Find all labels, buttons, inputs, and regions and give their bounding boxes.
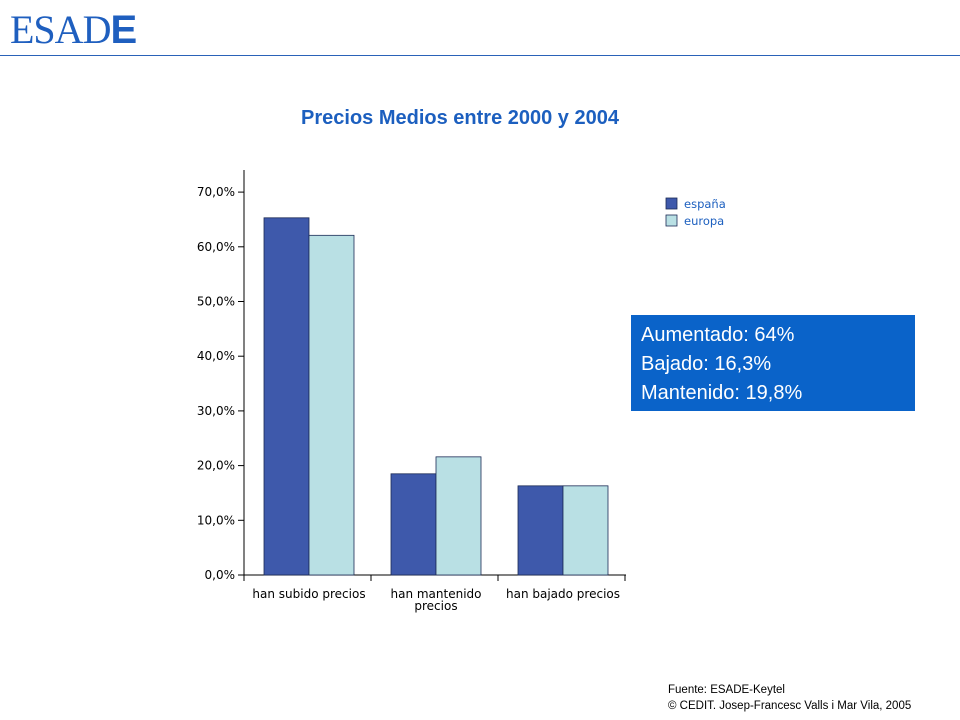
x-category-label: precios [414,599,457,613]
y-tick-label: 70,0% [197,185,235,199]
x-category-label: han subido precios [252,587,365,601]
y-tick-label: 0,0% [205,568,236,582]
legend-label: europa [684,214,724,228]
x-category-label: han mantenido [390,587,481,601]
bar-europa-1 [435,456,482,576]
summary-box: Aumentado: 64% Bajado: 16,3% Mantenido: … [631,315,915,411]
bar-españa-0 [263,217,310,576]
bar-europa-0 [308,234,355,576]
chart-title: Precios Medios entre 2000 y 2004 [301,107,619,129]
legend-swatch-europa [665,214,678,227]
x-category-label: han bajado precios [506,587,620,601]
y-tick-label: 40,0% [197,349,235,363]
footer-copyright: © CEDIT. Josep-Francesc Valls i Mar Vila… [668,700,912,712]
summary-aumentado: Aumentado: 64% [641,324,795,346]
legend-label: españa [684,197,726,211]
y-tick-label: 10,0% [197,513,235,527]
y-tick-label: 50,0% [197,295,235,309]
legend-swatch-españa [665,197,678,210]
summary-bajado: Bajado: 16,3% [641,353,772,375]
footer-source: Fuente: ESADE-Keytel [668,684,785,696]
footer: Fuente: ESADE-Keytel © CEDIT. Josep-Fran… [668,682,911,714]
bar-europa-2 [562,485,609,576]
y-tick-label: 20,0% [197,459,235,473]
y-tick-label: 30,0% [197,404,235,418]
bar-españa-1 [390,473,437,576]
bar-españa-2 [517,485,564,576]
y-tick-label: 60,0% [197,240,235,254]
summary-mantenido: Mantenido: 19,8% [641,382,803,404]
header-divider [0,55,960,56]
esade-logo: ESADE [10,7,137,52]
